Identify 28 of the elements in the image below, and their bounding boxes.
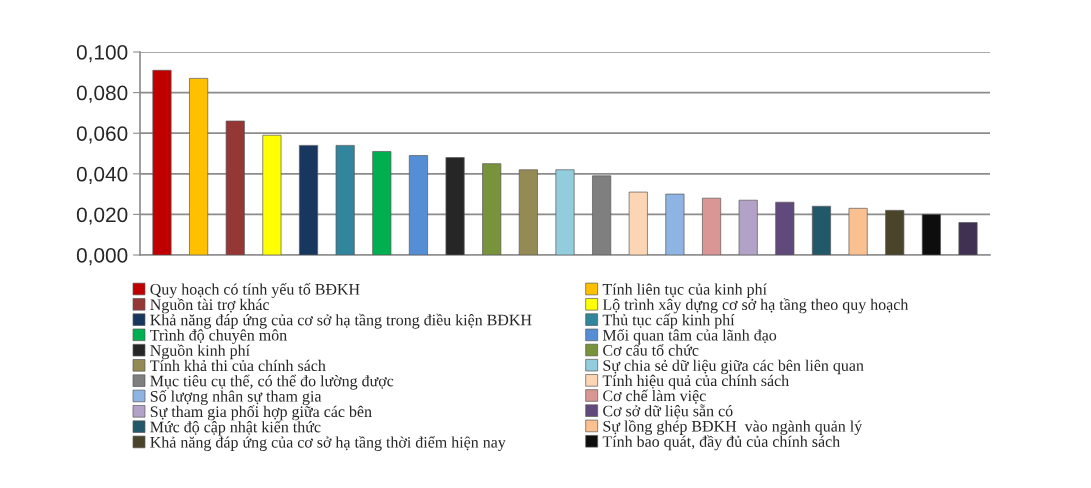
- legend-label: Sự tham gia phối hợp giữa các bên: [150, 405, 372, 421]
- legend-label: Mục tiêu cụ thể, có thể đo lường được: [150, 374, 394, 390]
- legend-label: Tính khả thi của chính sách: [150, 359, 326, 372]
- legend-label: Tính liên tục của kinh phí: [602, 283, 767, 298]
- y-tick-label: 0,100: [76, 45, 128, 63]
- legend-label: Sự lồng ghép BĐKH vào ngành quản lý: [603, 419, 863, 435]
- legend-label: Khả năng đáp ứng của cơ sở hạ tầng thời điểm hiện nay: [150, 435, 506, 451]
- legend-label: Mức độ cập nhật kiến thức: [150, 420, 321, 436]
- legend-label: Thủ tục cấp kinh phí: [602, 313, 735, 329]
- legend-label: Tính hiệu quả của chính sách: [602, 374, 789, 390]
- legend-label: Sự chia sẻ dữ liệu giữa các bên liên quan: [603, 359, 864, 375]
- legend-label: Số lượng nhân sự tham gia: [150, 389, 322, 405]
- y-tick-label: 0,040: [76, 166, 128, 185]
- legend-label: Cơ sở dữ liệu sẵn có: [603, 404, 733, 419]
- legend-label: Nguồn tài trợ khác: [150, 298, 270, 314]
- legend-label: Cơ chế làm việc: [603, 389, 706, 404]
- legend-label: Trình độ chuyên môn: [150, 329, 287, 344]
- legend-label: Khả năng đáp ứng của cơ sở hạ tầng trong điều kiện BĐKH: [150, 313, 532, 329]
- legend-label: Nguồn kinh phí: [150, 344, 250, 360]
- legend-label: Mối quan tâm của lãnh đạo: [602, 328, 777, 344]
- y-tick-label: 0,000: [76, 248, 128, 266]
- legend-label: Quy hoạch có tính yếu tố BĐKH: [150, 283, 360, 299]
- legend-label: Lộ trình xây dựng cơ sở hạ tầng theo quy hoạch: [602, 298, 909, 314]
- legend-label: Cơ cấu tổ chức: [603, 344, 699, 356]
- y-tick-label: 0,020: [76, 207, 128, 225]
- legend-label: Tính bao quát, đầy đủ của chính sách: [602, 435, 840, 451]
- y-tick-label: 0,080: [76, 85, 128, 103]
- y-tick-label: 0,060: [76, 126, 128, 144]
